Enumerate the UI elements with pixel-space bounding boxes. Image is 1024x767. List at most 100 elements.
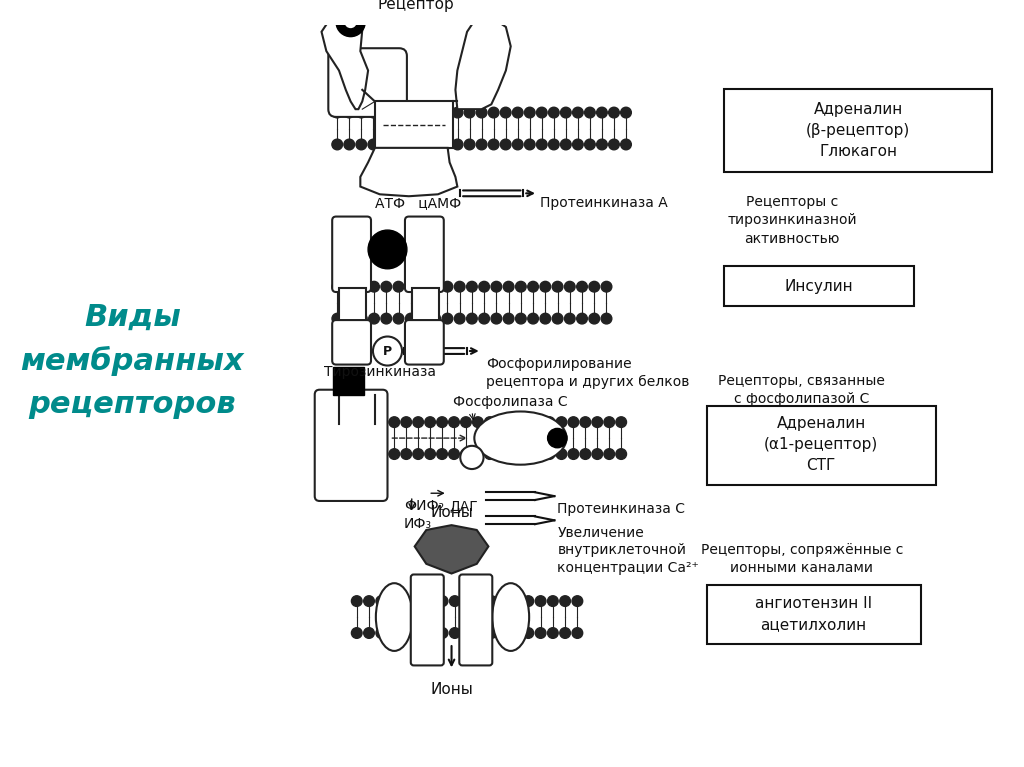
Circle shape <box>523 596 534 607</box>
Ellipse shape <box>493 583 529 651</box>
Circle shape <box>597 139 607 150</box>
Circle shape <box>577 313 588 324</box>
Circle shape <box>401 416 412 427</box>
Circle shape <box>450 596 460 607</box>
Circle shape <box>508 416 519 427</box>
Circle shape <box>380 107 391 118</box>
Circle shape <box>548 627 558 638</box>
Circle shape <box>540 281 551 292</box>
Circle shape <box>373 337 402 366</box>
Circle shape <box>592 416 603 427</box>
Circle shape <box>467 281 477 292</box>
Circle shape <box>401 449 412 459</box>
Circle shape <box>585 139 595 150</box>
Circle shape <box>556 416 567 427</box>
Circle shape <box>344 107 354 118</box>
Circle shape <box>351 596 362 607</box>
Circle shape <box>476 107 487 118</box>
Bar <box>339 288 367 322</box>
Circle shape <box>392 107 402 118</box>
Circle shape <box>524 107 536 118</box>
Circle shape <box>548 429 567 448</box>
Circle shape <box>425 416 435 427</box>
Circle shape <box>568 449 579 459</box>
Circle shape <box>552 313 563 324</box>
Circle shape <box>479 281 489 292</box>
Circle shape <box>462 627 472 638</box>
Circle shape <box>389 449 399 459</box>
Circle shape <box>453 107 463 118</box>
Text: Ионы: Ионы <box>430 682 473 697</box>
FancyBboxPatch shape <box>707 407 936 485</box>
Circle shape <box>406 313 416 324</box>
Circle shape <box>615 449 627 459</box>
Text: Адреналин
(α1-рецептор)
СТГ: Адреналин (α1-рецептор) СТГ <box>764 416 879 473</box>
Circle shape <box>532 416 543 427</box>
Circle shape <box>467 313 477 324</box>
Circle shape <box>621 139 632 150</box>
Circle shape <box>351 627 362 638</box>
Text: ДАГ: ДАГ <box>450 499 478 513</box>
Circle shape <box>597 107 607 118</box>
Circle shape <box>381 281 391 292</box>
FancyBboxPatch shape <box>404 320 443 364</box>
Circle shape <box>512 139 523 150</box>
Circle shape <box>486 627 497 638</box>
Circle shape <box>492 313 502 324</box>
Circle shape <box>413 596 423 607</box>
Text: Рецепторы, связанные
с фосфолипазой С: Рецепторы, связанные с фосфолипазой С <box>719 374 885 406</box>
Circle shape <box>317 449 328 459</box>
Circle shape <box>389 416 399 427</box>
Circle shape <box>455 313 465 324</box>
Circle shape <box>577 281 588 292</box>
Circle shape <box>572 596 583 607</box>
Circle shape <box>366 449 376 459</box>
Circle shape <box>393 313 403 324</box>
Circle shape <box>332 281 343 292</box>
Circle shape <box>592 449 603 459</box>
Circle shape <box>492 281 502 292</box>
Circle shape <box>460 446 483 469</box>
Circle shape <box>425 596 435 607</box>
Text: Рецептор: Рецептор <box>378 0 455 12</box>
Circle shape <box>376 596 387 607</box>
Circle shape <box>442 313 453 324</box>
Ellipse shape <box>376 583 413 651</box>
Circle shape <box>488 107 499 118</box>
Text: P: P <box>383 344 392 357</box>
Circle shape <box>503 313 514 324</box>
Circle shape <box>413 416 424 427</box>
Circle shape <box>549 139 559 150</box>
Circle shape <box>406 281 416 292</box>
Circle shape <box>479 313 489 324</box>
Circle shape <box>503 281 514 292</box>
Circle shape <box>556 449 567 459</box>
Circle shape <box>364 627 375 638</box>
Circle shape <box>356 281 368 292</box>
Circle shape <box>453 139 463 150</box>
Circle shape <box>356 313 368 324</box>
Circle shape <box>380 139 391 150</box>
Text: Тирозинкиназа: Тирозинкиназа <box>325 364 436 379</box>
Circle shape <box>537 139 547 150</box>
Circle shape <box>353 449 364 459</box>
Circle shape <box>317 416 328 427</box>
Circle shape <box>560 596 570 607</box>
Circle shape <box>589 281 600 292</box>
Circle shape <box>442 281 453 292</box>
Circle shape <box>330 416 340 427</box>
Circle shape <box>560 139 571 150</box>
Circle shape <box>400 596 411 607</box>
Text: Ионы: Ионы <box>430 505 473 520</box>
Text: Рецепторы, сопряжённые с
ионными каналами: Рецепторы, сопряжённые с ионными каналам… <box>700 543 903 575</box>
Circle shape <box>440 139 451 150</box>
Circle shape <box>430 313 440 324</box>
Text: Инсулин: Инсулин <box>785 278 854 294</box>
Circle shape <box>580 416 591 427</box>
Text: ангиотензин II
ацетилхолин: ангиотензин II ацетилхолин <box>755 596 872 632</box>
PathPatch shape <box>360 148 458 196</box>
Circle shape <box>572 627 583 638</box>
Circle shape <box>449 416 460 427</box>
Circle shape <box>392 139 402 150</box>
FancyBboxPatch shape <box>724 266 914 305</box>
